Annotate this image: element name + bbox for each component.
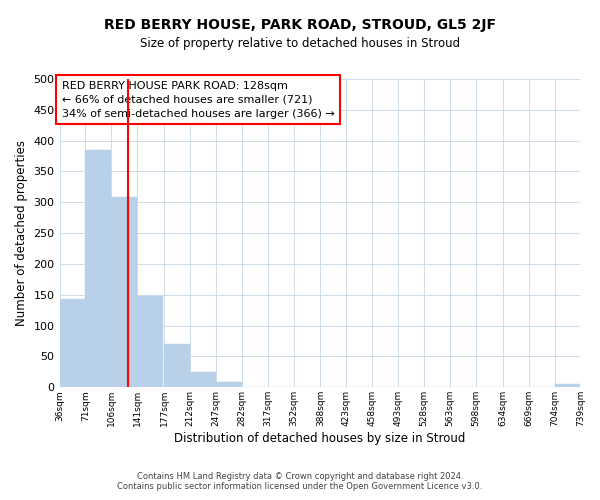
Bar — [164, 344, 190, 388]
Bar — [137, 296, 163, 388]
Bar — [59, 298, 85, 388]
Text: RED BERRY HOUSE, PARK ROAD, STROUD, GL5 2JF: RED BERRY HOUSE, PARK ROAD, STROUD, GL5 … — [104, 18, 496, 32]
Text: Contains public sector information licensed under the Open Government Licence v3: Contains public sector information licen… — [118, 482, 482, 491]
Bar — [85, 150, 112, 388]
Bar — [554, 384, 581, 388]
Y-axis label: Number of detached properties: Number of detached properties — [15, 140, 28, 326]
Text: Contains HM Land Registry data © Crown copyright and database right 2024.: Contains HM Land Registry data © Crown c… — [137, 472, 463, 481]
X-axis label: Distribution of detached houses by size in Stroud: Distribution of detached houses by size … — [175, 432, 466, 445]
Bar — [112, 198, 137, 388]
Text: Size of property relative to detached houses in Stroud: Size of property relative to detached ho… — [140, 38, 460, 51]
Text: RED BERRY HOUSE PARK ROAD: 128sqm
← 66% of detached houses are smaller (721)
34%: RED BERRY HOUSE PARK ROAD: 128sqm ← 66% … — [62, 81, 335, 119]
Bar — [190, 372, 216, 388]
Bar — [216, 382, 242, 388]
